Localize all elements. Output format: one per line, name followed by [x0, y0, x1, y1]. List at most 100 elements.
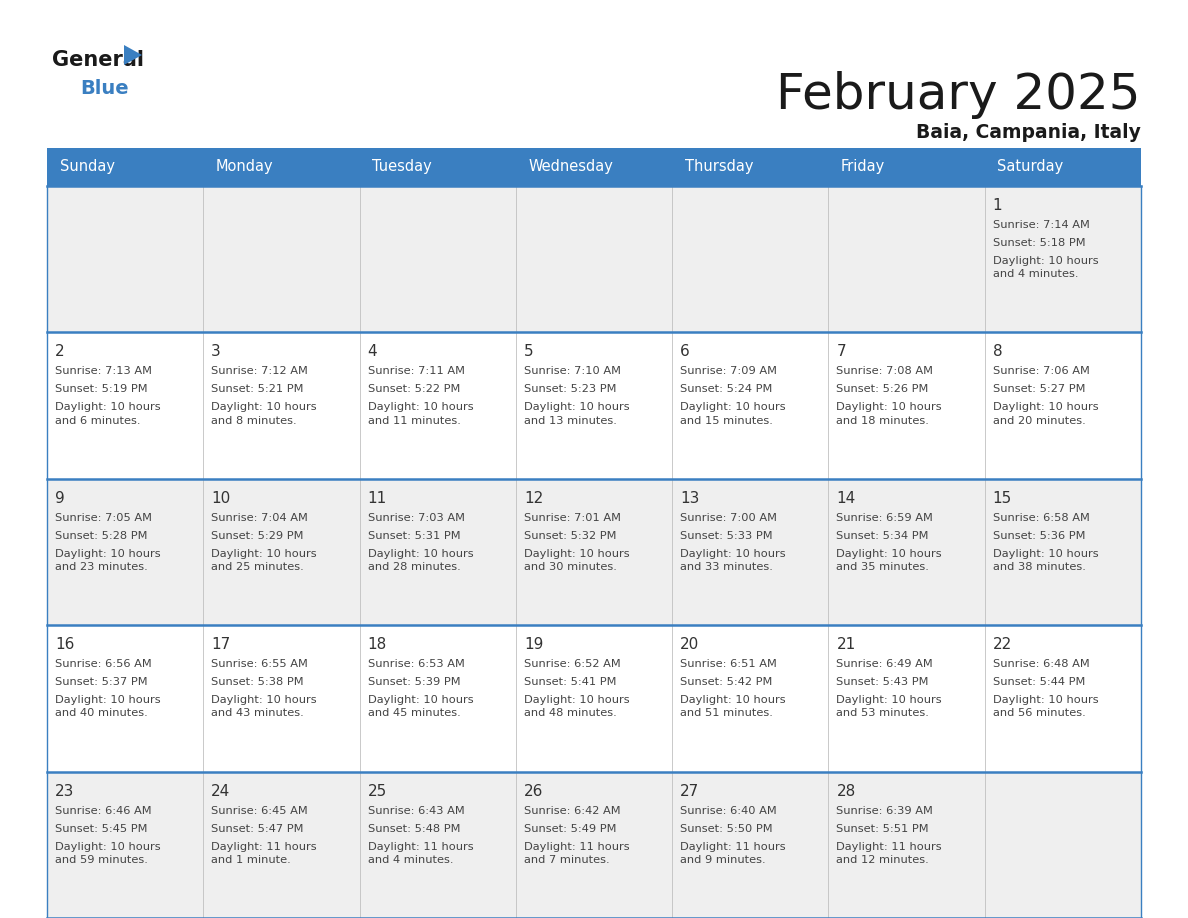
Bar [516, 148, 672, 186]
Text: Sunset: 5:28 PM: Sunset: 5:28 PM [55, 531, 147, 541]
Text: Sunset: 5:23 PM: Sunset: 5:23 PM [524, 385, 617, 395]
Text: Thursday: Thursday [684, 160, 753, 174]
Text: 27: 27 [681, 784, 700, 799]
Text: 7: 7 [836, 344, 846, 360]
Text: Wednesday: Wednesday [529, 160, 613, 174]
Text: Sunrise: 6:55 AM: Sunrise: 6:55 AM [211, 659, 308, 669]
Text: 14: 14 [836, 491, 855, 506]
Bar [48, 772, 1140, 918]
Text: Sunday: Sunday [59, 160, 114, 174]
Text: Daylight: 11 hours
and 9 minutes.: Daylight: 11 hours and 9 minutes. [681, 842, 785, 865]
Text: Daylight: 10 hours
and 11 minutes.: Daylight: 10 hours and 11 minutes. [367, 402, 473, 426]
Text: Sunrise: 7:03 AM: Sunrise: 7:03 AM [367, 513, 465, 522]
Text: Daylight: 10 hours
and 40 minutes.: Daylight: 10 hours and 40 minutes. [55, 695, 160, 719]
Text: Sunset: 5:36 PM: Sunset: 5:36 PM [993, 531, 1085, 541]
Text: 6: 6 [681, 344, 690, 360]
Text: 20: 20 [681, 637, 700, 652]
Text: Sunset: 5:43 PM: Sunset: 5:43 PM [836, 677, 929, 688]
Text: Sunset: 5:49 PM: Sunset: 5:49 PM [524, 823, 617, 834]
Text: Sunset: 5:29 PM: Sunset: 5:29 PM [211, 531, 304, 541]
Bar [48, 186, 1140, 332]
Text: Sunrise: 6:48 AM: Sunrise: 6:48 AM [993, 659, 1089, 669]
Text: Daylight: 10 hours
and 6 minutes.: Daylight: 10 hours and 6 minutes. [55, 402, 160, 426]
Bar [48, 625, 1140, 772]
Text: 8: 8 [993, 344, 1003, 360]
Text: Daylight: 10 hours
and 38 minutes.: Daylight: 10 hours and 38 minutes. [993, 549, 1099, 572]
Text: Sunrise: 7:09 AM: Sunrise: 7:09 AM [681, 366, 777, 376]
Text: Sunset: 5:37 PM: Sunset: 5:37 PM [55, 677, 147, 688]
Text: Sunset: 5:18 PM: Sunset: 5:18 PM [993, 238, 1086, 248]
Text: 15: 15 [993, 491, 1012, 506]
Text: Daylight: 11 hours
and 1 minute.: Daylight: 11 hours and 1 minute. [211, 842, 317, 865]
Text: Sunset: 5:45 PM: Sunset: 5:45 PM [55, 823, 147, 834]
Bar [360, 148, 516, 186]
Text: Daylight: 11 hours
and 12 minutes.: Daylight: 11 hours and 12 minutes. [836, 842, 942, 865]
Text: Daylight: 10 hours
and 13 minutes.: Daylight: 10 hours and 13 minutes. [524, 402, 630, 426]
Text: 18: 18 [367, 637, 387, 652]
Text: Sunrise: 7:06 AM: Sunrise: 7:06 AM [993, 366, 1089, 376]
Text: 26: 26 [524, 784, 543, 799]
Text: Daylight: 10 hours
and 23 minutes.: Daylight: 10 hours and 23 minutes. [55, 549, 160, 572]
Bar [672, 148, 828, 186]
Text: Sunset: 5:47 PM: Sunset: 5:47 PM [211, 823, 304, 834]
Text: Daylight: 10 hours
and 45 minutes.: Daylight: 10 hours and 45 minutes. [367, 695, 473, 719]
Text: 21: 21 [836, 637, 855, 652]
Text: 24: 24 [211, 784, 230, 799]
Bar [48, 148, 203, 186]
Bar [48, 479, 1140, 625]
Bar [828, 148, 985, 186]
Text: 1: 1 [993, 198, 1003, 213]
Bar [203, 148, 360, 186]
Text: Daylight: 10 hours
and 25 minutes.: Daylight: 10 hours and 25 minutes. [211, 549, 317, 572]
Text: Sunrise: 6:42 AM: Sunrise: 6:42 AM [524, 806, 620, 815]
Text: Sunset: 5:34 PM: Sunset: 5:34 PM [836, 531, 929, 541]
Text: General: General [52, 50, 144, 70]
Text: 16: 16 [55, 637, 75, 652]
Text: 4: 4 [367, 344, 378, 360]
Text: Daylight: 10 hours
and 8 minutes.: Daylight: 10 hours and 8 minutes. [211, 402, 317, 426]
Bar [985, 148, 1140, 186]
Text: Sunset: 5:32 PM: Sunset: 5:32 PM [524, 531, 617, 541]
Text: Sunset: 5:22 PM: Sunset: 5:22 PM [367, 385, 460, 395]
Text: Sunset: 5:51 PM: Sunset: 5:51 PM [836, 823, 929, 834]
Text: Sunrise: 6:49 AM: Sunrise: 6:49 AM [836, 659, 934, 669]
Text: Sunrise: 7:00 AM: Sunrise: 7:00 AM [681, 513, 777, 522]
Bar [48, 332, 1140, 479]
Text: 2: 2 [55, 344, 64, 360]
Text: Sunrise: 7:10 AM: Sunrise: 7:10 AM [524, 366, 621, 376]
Polygon shape [124, 45, 143, 65]
Text: Sunrise: 6:53 AM: Sunrise: 6:53 AM [367, 659, 465, 669]
Text: Sunrise: 7:05 AM: Sunrise: 7:05 AM [55, 513, 152, 522]
Text: Daylight: 10 hours
and 56 minutes.: Daylight: 10 hours and 56 minutes. [993, 695, 1099, 719]
Text: Sunset: 5:21 PM: Sunset: 5:21 PM [211, 385, 304, 395]
Text: Daylight: 10 hours
and 51 minutes.: Daylight: 10 hours and 51 minutes. [681, 695, 785, 719]
Text: 23: 23 [55, 784, 75, 799]
Text: Baia, Campania, Italy: Baia, Campania, Italy [916, 124, 1140, 142]
Text: 22: 22 [993, 637, 1012, 652]
Text: Sunset: 5:33 PM: Sunset: 5:33 PM [681, 531, 772, 541]
Text: Sunrise: 7:11 AM: Sunrise: 7:11 AM [367, 366, 465, 376]
Text: Sunrise: 6:59 AM: Sunrise: 6:59 AM [836, 513, 934, 522]
Text: Sunset: 5:27 PM: Sunset: 5:27 PM [993, 385, 1085, 395]
Text: Sunset: 5:50 PM: Sunset: 5:50 PM [681, 823, 772, 834]
Text: 12: 12 [524, 491, 543, 506]
Text: Daylight: 11 hours
and 4 minutes.: Daylight: 11 hours and 4 minutes. [367, 842, 473, 865]
Text: Sunrise: 6:40 AM: Sunrise: 6:40 AM [681, 806, 777, 815]
Text: Sunrise: 7:08 AM: Sunrise: 7:08 AM [836, 366, 934, 376]
Text: Sunset: 5:24 PM: Sunset: 5:24 PM [681, 385, 772, 395]
Text: Sunset: 5:38 PM: Sunset: 5:38 PM [211, 677, 304, 688]
Text: Daylight: 10 hours
and 18 minutes.: Daylight: 10 hours and 18 minutes. [836, 402, 942, 426]
Text: Sunset: 5:39 PM: Sunset: 5:39 PM [367, 677, 460, 688]
Text: Daylight: 10 hours
and 20 minutes.: Daylight: 10 hours and 20 minutes. [993, 402, 1099, 426]
Text: Sunset: 5:44 PM: Sunset: 5:44 PM [993, 677, 1085, 688]
Text: Sunrise: 7:01 AM: Sunrise: 7:01 AM [524, 513, 621, 522]
Text: February 2025: February 2025 [777, 71, 1140, 119]
Text: Sunrise: 6:51 AM: Sunrise: 6:51 AM [681, 659, 777, 669]
Text: Sunset: 5:31 PM: Sunset: 5:31 PM [367, 531, 460, 541]
Text: Sunrise: 6:52 AM: Sunrise: 6:52 AM [524, 659, 620, 669]
Text: Sunset: 5:42 PM: Sunset: 5:42 PM [681, 677, 772, 688]
Text: 17: 17 [211, 637, 230, 652]
Text: Daylight: 10 hours
and 30 minutes.: Daylight: 10 hours and 30 minutes. [524, 549, 630, 572]
Text: Daylight: 10 hours
and 53 minutes.: Daylight: 10 hours and 53 minutes. [836, 695, 942, 719]
Text: Sunrise: 7:12 AM: Sunrise: 7:12 AM [211, 366, 308, 376]
